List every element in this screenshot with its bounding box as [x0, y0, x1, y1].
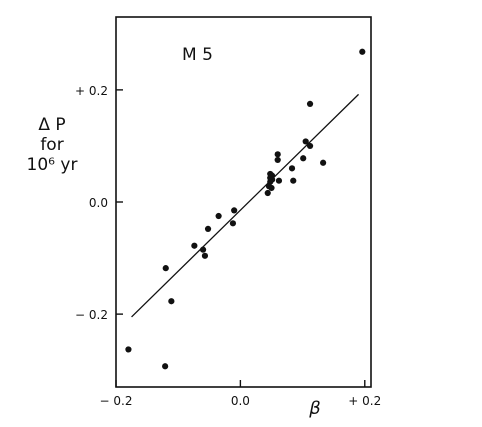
data-point: [320, 159, 327, 166]
data-point: [288, 165, 296, 172]
x-axis-ticks: − 0.2 0.0 + 0.2: [100, 380, 381, 408]
data-point: [275, 177, 283, 184]
y-axis-label-line-3: 10⁶ yr: [27, 155, 78, 175]
data-points: [125, 48, 366, 370]
y-axis-label-line-2: for: [40, 135, 63, 155]
y-tick-label: 0.0: [89, 196, 108, 210]
data-point: [162, 363, 169, 370]
data-point: [191, 242, 198, 249]
data-point: [125, 346, 132, 353]
data-point: [300, 155, 307, 162]
x-tick-label: − 0.2: [100, 394, 133, 408]
data-point: [215, 212, 222, 220]
data-point: [229, 220, 237, 227]
y-axis-label-line-1: Δ P: [38, 115, 65, 135]
data-point: [204, 225, 212, 233]
data-point: [201, 252, 209, 259]
data-point: [168, 298, 175, 305]
data-point: [268, 184, 275, 192]
fit-line: [131, 93, 360, 318]
data-point: [274, 156, 281, 164]
x-tick-label: 0.0: [231, 394, 250, 408]
y-axis-ticks: + 0.2 0.0 − 0.2: [75, 84, 123, 322]
data-point: [290, 177, 297, 184]
x-axis-label: β: [308, 398, 321, 419]
data-point: [306, 100, 314, 107]
x-tick-label: + 0.2: [348, 394, 381, 408]
data-point: [264, 189, 271, 197]
fit-line-group: [131, 93, 360, 318]
data-point: [306, 142, 314, 150]
chart-title: M 5: [182, 45, 213, 65]
y-tick-label: − 0.2: [75, 308, 108, 322]
data-point: [359, 48, 366, 55]
data-point: [162, 265, 169, 272]
y-tick-label: + 0.2: [75, 84, 108, 98]
plot-frame: [115, 16, 372, 388]
data-point: [274, 151, 281, 158]
data-point: [199, 246, 207, 253]
data-point: [302, 138, 309, 145]
data-point: [231, 207, 238, 214]
